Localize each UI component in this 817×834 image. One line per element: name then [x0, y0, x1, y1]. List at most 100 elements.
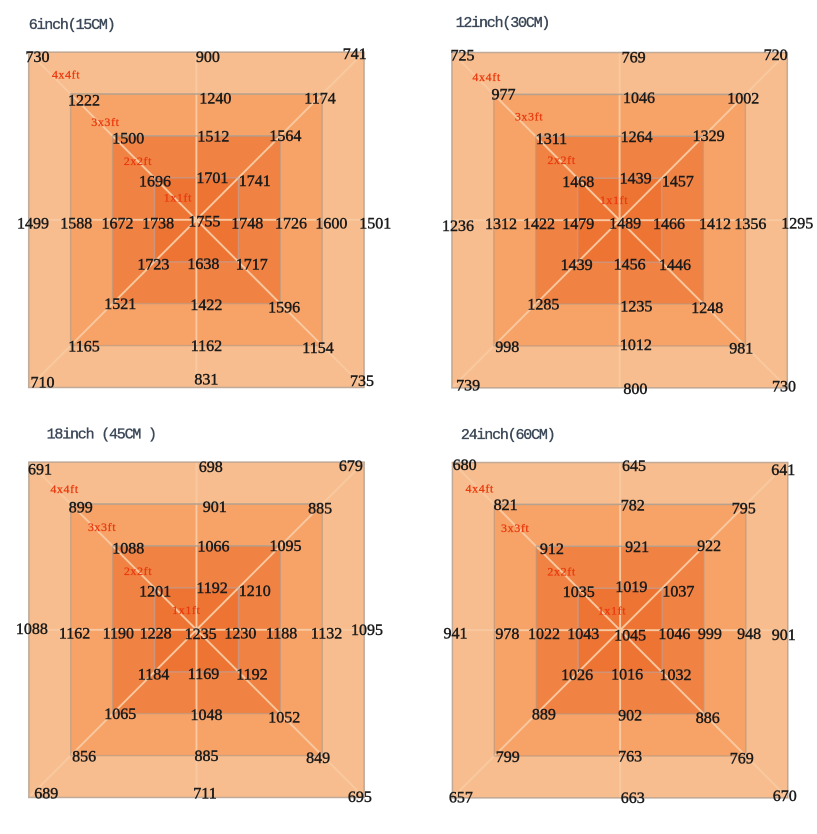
svg-text:1032: 1032: [660, 667, 692, 684]
svg-text:1174: 1174: [304, 90, 335, 107]
svg-text:978: 978: [495, 626, 519, 643]
svg-text:1190: 1190: [103, 625, 134, 642]
svg-text:1192: 1192: [236, 667, 267, 684]
svg-text:782: 782: [621, 498, 645, 515]
svg-text:1222: 1222: [68, 93, 100, 110]
svg-text:1236: 1236: [442, 218, 474, 235]
svg-text:1046: 1046: [658, 626, 690, 643]
svg-text:1439: 1439: [561, 257, 593, 274]
svg-text:1521: 1521: [104, 296, 136, 313]
svg-text:2x2ft: 2x2ft: [124, 564, 152, 578]
svg-text:1184: 1184: [138, 666, 169, 683]
svg-text:999: 999: [698, 626, 722, 643]
svg-text:1162: 1162: [191, 338, 222, 355]
svg-text:711: 711: [193, 786, 216, 803]
svg-text:1696: 1696: [139, 174, 171, 191]
svg-text:1748: 1748: [231, 215, 263, 232]
svg-text:941: 941: [444, 625, 468, 642]
svg-text:899: 899: [69, 499, 93, 516]
svg-text:1457: 1457: [662, 173, 694, 190]
svg-text:739: 739: [456, 377, 480, 394]
svg-text:1065: 1065: [104, 706, 136, 723]
svg-text:1755: 1755: [188, 213, 220, 230]
svg-text:1723: 1723: [137, 256, 169, 273]
svg-text:1235: 1235: [620, 299, 652, 316]
svg-text:1026: 1026: [561, 667, 593, 684]
svg-text:730: 730: [26, 49, 50, 66]
svg-text:769: 769: [622, 49, 646, 66]
svg-text:763: 763: [618, 748, 642, 765]
svg-text:1012: 1012: [620, 337, 652, 354]
svg-text:1285: 1285: [527, 297, 559, 314]
svg-text:948: 948: [737, 626, 761, 643]
svg-text:1228: 1228: [140, 625, 172, 642]
svg-text:901: 901: [203, 499, 227, 516]
svg-text:1x1ft: 1x1ft: [164, 191, 192, 205]
svg-text:680: 680: [453, 457, 477, 474]
svg-text:1264: 1264: [621, 129, 653, 146]
svg-text:1016: 1016: [611, 666, 643, 683]
svg-text:1422: 1422: [523, 216, 555, 233]
svg-text:1295: 1295: [781, 215, 813, 232]
svg-text:1248: 1248: [691, 300, 723, 317]
svg-text:18inch (45CM ): 18inch (45CM ): [47, 427, 156, 444]
svg-text:885: 885: [195, 748, 219, 765]
svg-text:1499: 1499: [17, 215, 49, 232]
svg-text:4x4ft: 4x4ft: [52, 68, 80, 82]
svg-text:1048: 1048: [191, 707, 223, 724]
svg-text:641: 641: [771, 462, 795, 479]
svg-text:1240: 1240: [199, 90, 231, 107]
svg-text:1489: 1489: [609, 215, 641, 232]
svg-text:698: 698: [199, 459, 223, 476]
svg-text:3x3ft: 3x3ft: [91, 115, 119, 129]
svg-text:902: 902: [618, 707, 642, 724]
svg-text:821: 821: [494, 497, 518, 514]
svg-text:1412: 1412: [699, 216, 731, 233]
svg-text:889: 889: [532, 707, 556, 724]
svg-text:725: 725: [451, 48, 475, 65]
svg-text:1512: 1512: [197, 128, 229, 145]
svg-text:1154: 1154: [302, 340, 333, 357]
svg-text:922: 922: [697, 538, 721, 555]
svg-text:1095: 1095: [351, 622, 383, 639]
svg-text:849: 849: [306, 750, 330, 767]
svg-text:645: 645: [622, 458, 646, 475]
svg-text:4x4ft: 4x4ft: [466, 481, 494, 495]
svg-text:657: 657: [449, 789, 473, 806]
svg-text:1329: 1329: [693, 128, 725, 145]
svg-text:769: 769: [730, 751, 754, 768]
svg-text:1045: 1045: [614, 627, 646, 644]
svg-text:1046: 1046: [623, 90, 655, 107]
svg-text:670: 670: [773, 788, 797, 805]
svg-text:1738: 1738: [142, 215, 174, 232]
svg-text:730: 730: [772, 379, 796, 396]
svg-text:1002: 1002: [727, 91, 759, 108]
svg-text:1x1ft: 1x1ft: [172, 603, 200, 617]
svg-text:1210: 1210: [239, 583, 271, 600]
svg-text:921: 921: [625, 539, 649, 556]
svg-text:1088: 1088: [112, 541, 144, 558]
svg-text:1x1ft: 1x1ft: [600, 193, 628, 207]
svg-text:695: 695: [348, 789, 372, 806]
svg-text:1037: 1037: [662, 583, 694, 600]
svg-text:831: 831: [194, 371, 218, 388]
svg-text:856: 856: [72, 749, 96, 766]
svg-text:1201: 1201: [139, 584, 171, 601]
svg-text:1501: 1501: [359, 215, 391, 232]
svg-text:998: 998: [495, 339, 519, 356]
svg-text:977: 977: [492, 87, 516, 104]
svg-text:1132: 1132: [311, 625, 342, 642]
svg-text:1x1ft: 1x1ft: [598, 604, 626, 618]
svg-text:4x4ft: 4x4ft: [50, 482, 78, 496]
svg-text:1638: 1638: [187, 256, 219, 273]
svg-text:3x3ft: 3x3ft: [501, 521, 529, 535]
svg-text:2x2ft: 2x2ft: [547, 153, 575, 167]
svg-text:1439: 1439: [620, 170, 652, 187]
svg-text:885: 885: [308, 500, 332, 517]
svg-text:1311: 1311: [536, 131, 567, 148]
svg-text:720: 720: [764, 47, 788, 64]
svg-text:2x2ft: 2x2ft: [547, 564, 575, 578]
svg-text:1726: 1726: [275, 215, 307, 232]
svg-text:1564: 1564: [269, 128, 301, 145]
svg-text:1701: 1701: [196, 170, 228, 187]
